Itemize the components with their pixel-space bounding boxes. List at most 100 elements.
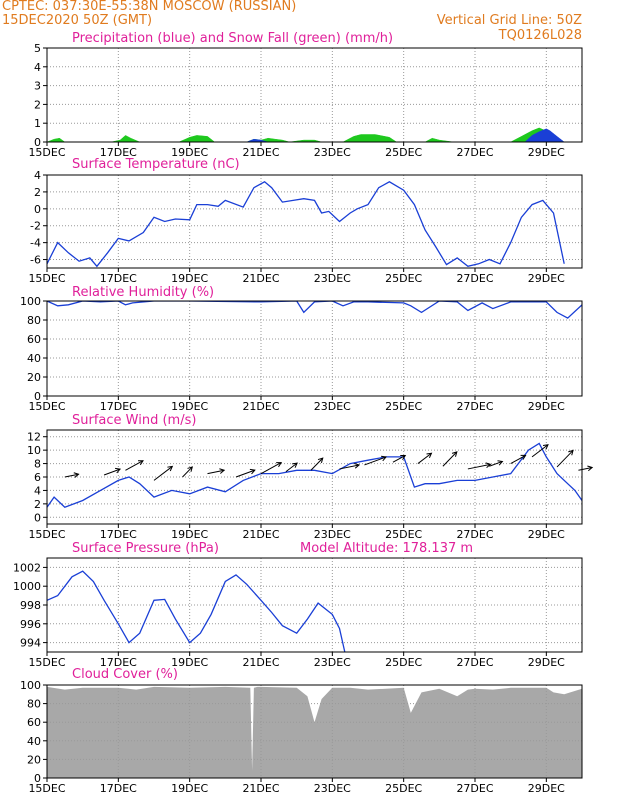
x-tick-label: 17DEC: [100, 146, 137, 159]
x-tick-label: 27DEC: [456, 272, 493, 285]
wind-arrow: [531, 444, 549, 458]
x-tick-label: 27DEC: [456, 400, 493, 413]
x-tick-label: 21DEC: [242, 400, 279, 413]
x-tick-label: 23DEC: [314, 782, 351, 795]
wind-arrow-head: [292, 462, 298, 468]
x-tick-label: 29DEC: [528, 528, 565, 541]
wind-arrow-head: [381, 455, 388, 462]
y-tick-label: 20: [27, 753, 41, 766]
header-line1: CPTEC: 037:30E-55:38N MOSCOW (RUSSIAN): [2, 0, 297, 14]
y-tick-label: 20: [27, 371, 41, 384]
x-tick-label: 17DEC: [100, 528, 137, 541]
wind-arrow-head: [354, 463, 361, 469]
wind-arrow-head: [568, 449, 574, 456]
wind-arrow: [442, 451, 458, 467]
panel-6: 0 20 40 60 80 100 15DEC 17DEC 19DEC 21DEC 23DEC 25D…: [20, 667, 583, 795]
wind-arrow-head: [115, 467, 122, 474]
y-tick-label: 1: [34, 117, 41, 130]
wind-arrow-head: [219, 468, 226, 474]
y-tick-label: 994: [20, 637, 41, 650]
y-tick-label: 40: [27, 352, 41, 365]
plot-frame: [46, 47, 583, 143]
panel-title: Surface Pressure (hPa): [72, 541, 219, 556]
x-tick-label: 23DEC: [314, 656, 351, 669]
x-tick-label: 25DEC: [385, 782, 422, 795]
y-tick-label: 0: [34, 390, 41, 403]
x-tick-label: 21DEC: [242, 656, 279, 669]
y-tick-label: 6: [34, 471, 41, 484]
wind-arrow: [467, 463, 491, 470]
x-tick-label: 15DEC: [28, 146, 65, 159]
panel-3: 0 20 40 60 80 100 15DEC 17DEC 19DEC 21DEC 23DEC 25D…: [20, 285, 583, 413]
x-tick-label: 23DEC: [314, 146, 351, 159]
panel-title: Relative Humidity (%): [72, 285, 214, 300]
data-line: [47, 442, 582, 508]
y-tick-label: 100: [20, 679, 41, 692]
wind-arrow: [510, 454, 526, 465]
x-tick-label: 17DEC: [100, 656, 137, 669]
x-tick-label: 19DEC: [171, 782, 208, 795]
x-tick-label: 27DEC: [456, 656, 493, 669]
y-tick-label: -6: [30, 254, 41, 267]
panel-1: 0 1 2 3 4 5 15DEC 17DEC 19DEC 21DEC 23DEC 25DEC 27DE…: [28, 31, 583, 159]
x-tick-label: 15DEC: [28, 528, 65, 541]
wind-arrow-head: [317, 457, 324, 464]
x-tick-label: 25DEC: [385, 400, 422, 413]
plot-frame: [46, 174, 583, 269]
y-tick-label: 998: [20, 599, 41, 612]
x-tick-label: 21DEC: [242, 528, 279, 541]
x-tick-label: 19DEC: [171, 656, 208, 669]
x-tick-label: 25DEC: [385, 656, 422, 669]
y-tick-label: 60: [27, 716, 41, 729]
x-tick-label: 25DEC: [385, 272, 422, 285]
y-tick-label: 0: [34, 511, 41, 524]
x-tick-label: 21DEC: [242, 146, 279, 159]
x-tick-label: 23DEC: [314, 528, 351, 541]
y-tick-label: 4: [34, 169, 41, 182]
wind-arrow-head: [167, 465, 174, 472]
y-tick-label: 5: [34, 42, 41, 55]
wind-arrow: [556, 450, 574, 468]
y-tick-label: 8: [34, 458, 41, 471]
x-tick-label: 21DEC: [242, 782, 279, 795]
x-tick-label: 19DEC: [171, 146, 208, 159]
y-tick-label: 0: [34, 772, 41, 785]
wind-arrow-head: [73, 472, 80, 478]
plot-frame: [46, 684, 583, 779]
panel-2: -6 -4 -2 0 2 4 15DEC 17DEC 19DEC 21DEC 23DEC 25DEC 2…: [28, 157, 583, 285]
wind-arrow: [235, 469, 255, 478]
wind-arrow: [489, 460, 503, 467]
panel-5: 994 996 998 1000 1002 15DEC 17DEC 19DEC 21DEC 23D…: [13, 541, 583, 669]
y-tick-label: 4: [34, 61, 41, 74]
x-tick-label: 15DEC: [28, 400, 65, 413]
y-tick-label: 1000: [13, 580, 41, 593]
x-tick-label: 19DEC: [171, 528, 208, 541]
x-tick-label: 29DEC: [528, 272, 565, 285]
x-tick-label: 29DEC: [528, 656, 565, 669]
y-tick-label: 2: [34, 498, 41, 511]
x-tick-label: 23DEC: [314, 272, 351, 285]
x-tick-label: 29DEC: [528, 782, 565, 795]
header-model-id: TQ0126L028: [498, 28, 582, 43]
wind-arrow-head: [497, 460, 504, 466]
wind-arrow: [392, 455, 406, 463]
wind-arrow-head: [249, 468, 256, 475]
x-tick-label: 27DEC: [456, 146, 493, 159]
header-date: 15DEC2020 50Z (GMT): [2, 13, 153, 28]
panel-title: Surface Temperature (nC): [72, 157, 240, 172]
wind-arrow-head: [276, 462, 283, 468]
wind-arrow: [64, 473, 79, 478]
wind-arrow: [310, 457, 324, 471]
x-tick-label: 27DEC: [456, 782, 493, 795]
x-tick-label: 17DEC: [100, 272, 137, 285]
x-tick-label: 17DEC: [100, 400, 137, 413]
y-tick-label: 0: [34, 203, 41, 216]
data-line: [47, 301, 582, 319]
x-tick-label: 19DEC: [171, 400, 208, 413]
cloud-cover-area: [47, 686, 582, 778]
y-tick-label: -4: [30, 237, 41, 250]
plot-frame: [46, 300, 583, 397]
panel-title: Surface Wind (m/s): [72, 413, 196, 428]
wind-arrow: [260, 462, 282, 475]
